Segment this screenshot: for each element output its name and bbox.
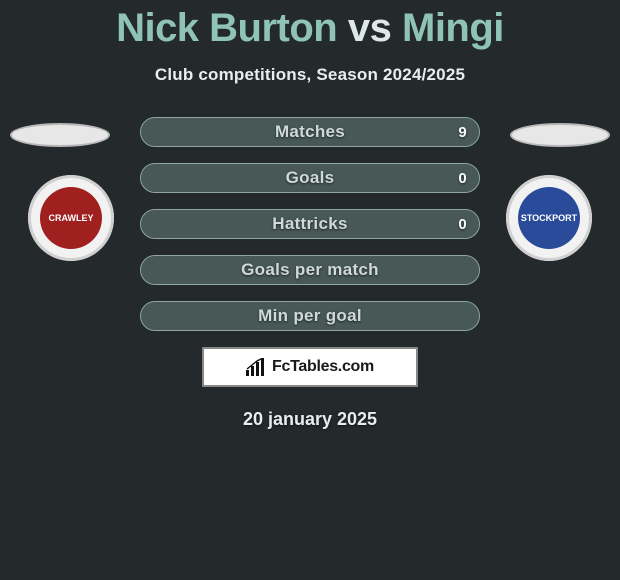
stat-row: 0 Goals: [140, 163, 480, 193]
stat-row: Goals per match: [140, 255, 480, 285]
stat-value-right: 0: [458, 164, 467, 192]
chart-icon: [246, 358, 266, 376]
team-left-crest: CRAWLEY: [28, 175, 114, 261]
vs-text: vs: [348, 6, 392, 50]
stat-label: Min per goal: [258, 306, 362, 326]
stat-value-right: 0: [458, 210, 467, 238]
stat-row: 9 Matches: [140, 117, 480, 147]
brand-box: FcTables.com: [202, 347, 418, 387]
stat-label: Goals: [286, 168, 335, 188]
brand-text: FcTables.com: [272, 358, 374, 376]
stat-rows: 9 Matches 0 Goals 0 Hattricks Goals per match M…: [140, 117, 480, 331]
stat-label: Hattricks: [272, 214, 347, 234]
stat-label: Goals per match: [241, 260, 379, 280]
crest-left-inner: CRAWLEY: [40, 187, 102, 249]
stat-row: Min per goal: [140, 301, 480, 331]
crest-left-text: CRAWLEY: [49, 213, 94, 223]
stat-row: 0 Hattricks: [140, 209, 480, 239]
stat-value-right: 9: [458, 118, 467, 146]
team-right-crest: STOCKPORT: [506, 175, 592, 261]
crest-circle: STOCKPORT: [506, 175, 592, 261]
player-left-name: Nick Burton: [116, 6, 337, 50]
player-left-ellipse: [10, 123, 110, 147]
page-title: Nick Burton vs Mingi: [0, 0, 620, 51]
crest-right-text: STOCKPORT: [521, 213, 577, 223]
date-text: 20 january 2025: [0, 409, 620, 430]
crest-right-inner: STOCKPORT: [518, 187, 580, 249]
subtitle: Club competitions, Season 2024/2025: [0, 65, 620, 85]
player-right-ellipse: [510, 123, 610, 147]
comparison-panel: CRAWLEY STOCKPORT 9 Matches 0 Goals 0 Hattric…: [0, 117, 620, 430]
crest-circle: CRAWLEY: [28, 175, 114, 261]
stat-label: Matches: [275, 122, 345, 142]
player-right-name: Mingi: [402, 6, 504, 50]
